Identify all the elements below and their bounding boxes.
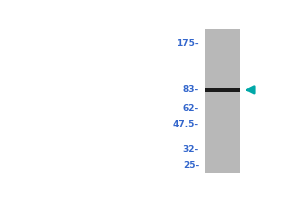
Text: 62-: 62-: [183, 104, 199, 113]
Text: 83-: 83-: [183, 85, 199, 94]
Bar: [205, 88, 240, 92]
Bar: [205, 29, 240, 173]
Text: 47.5-: 47.5-: [173, 120, 199, 129]
Text: 25-: 25-: [183, 161, 199, 170]
Text: 175-: 175-: [176, 39, 199, 48]
Text: 32-: 32-: [183, 145, 199, 154]
